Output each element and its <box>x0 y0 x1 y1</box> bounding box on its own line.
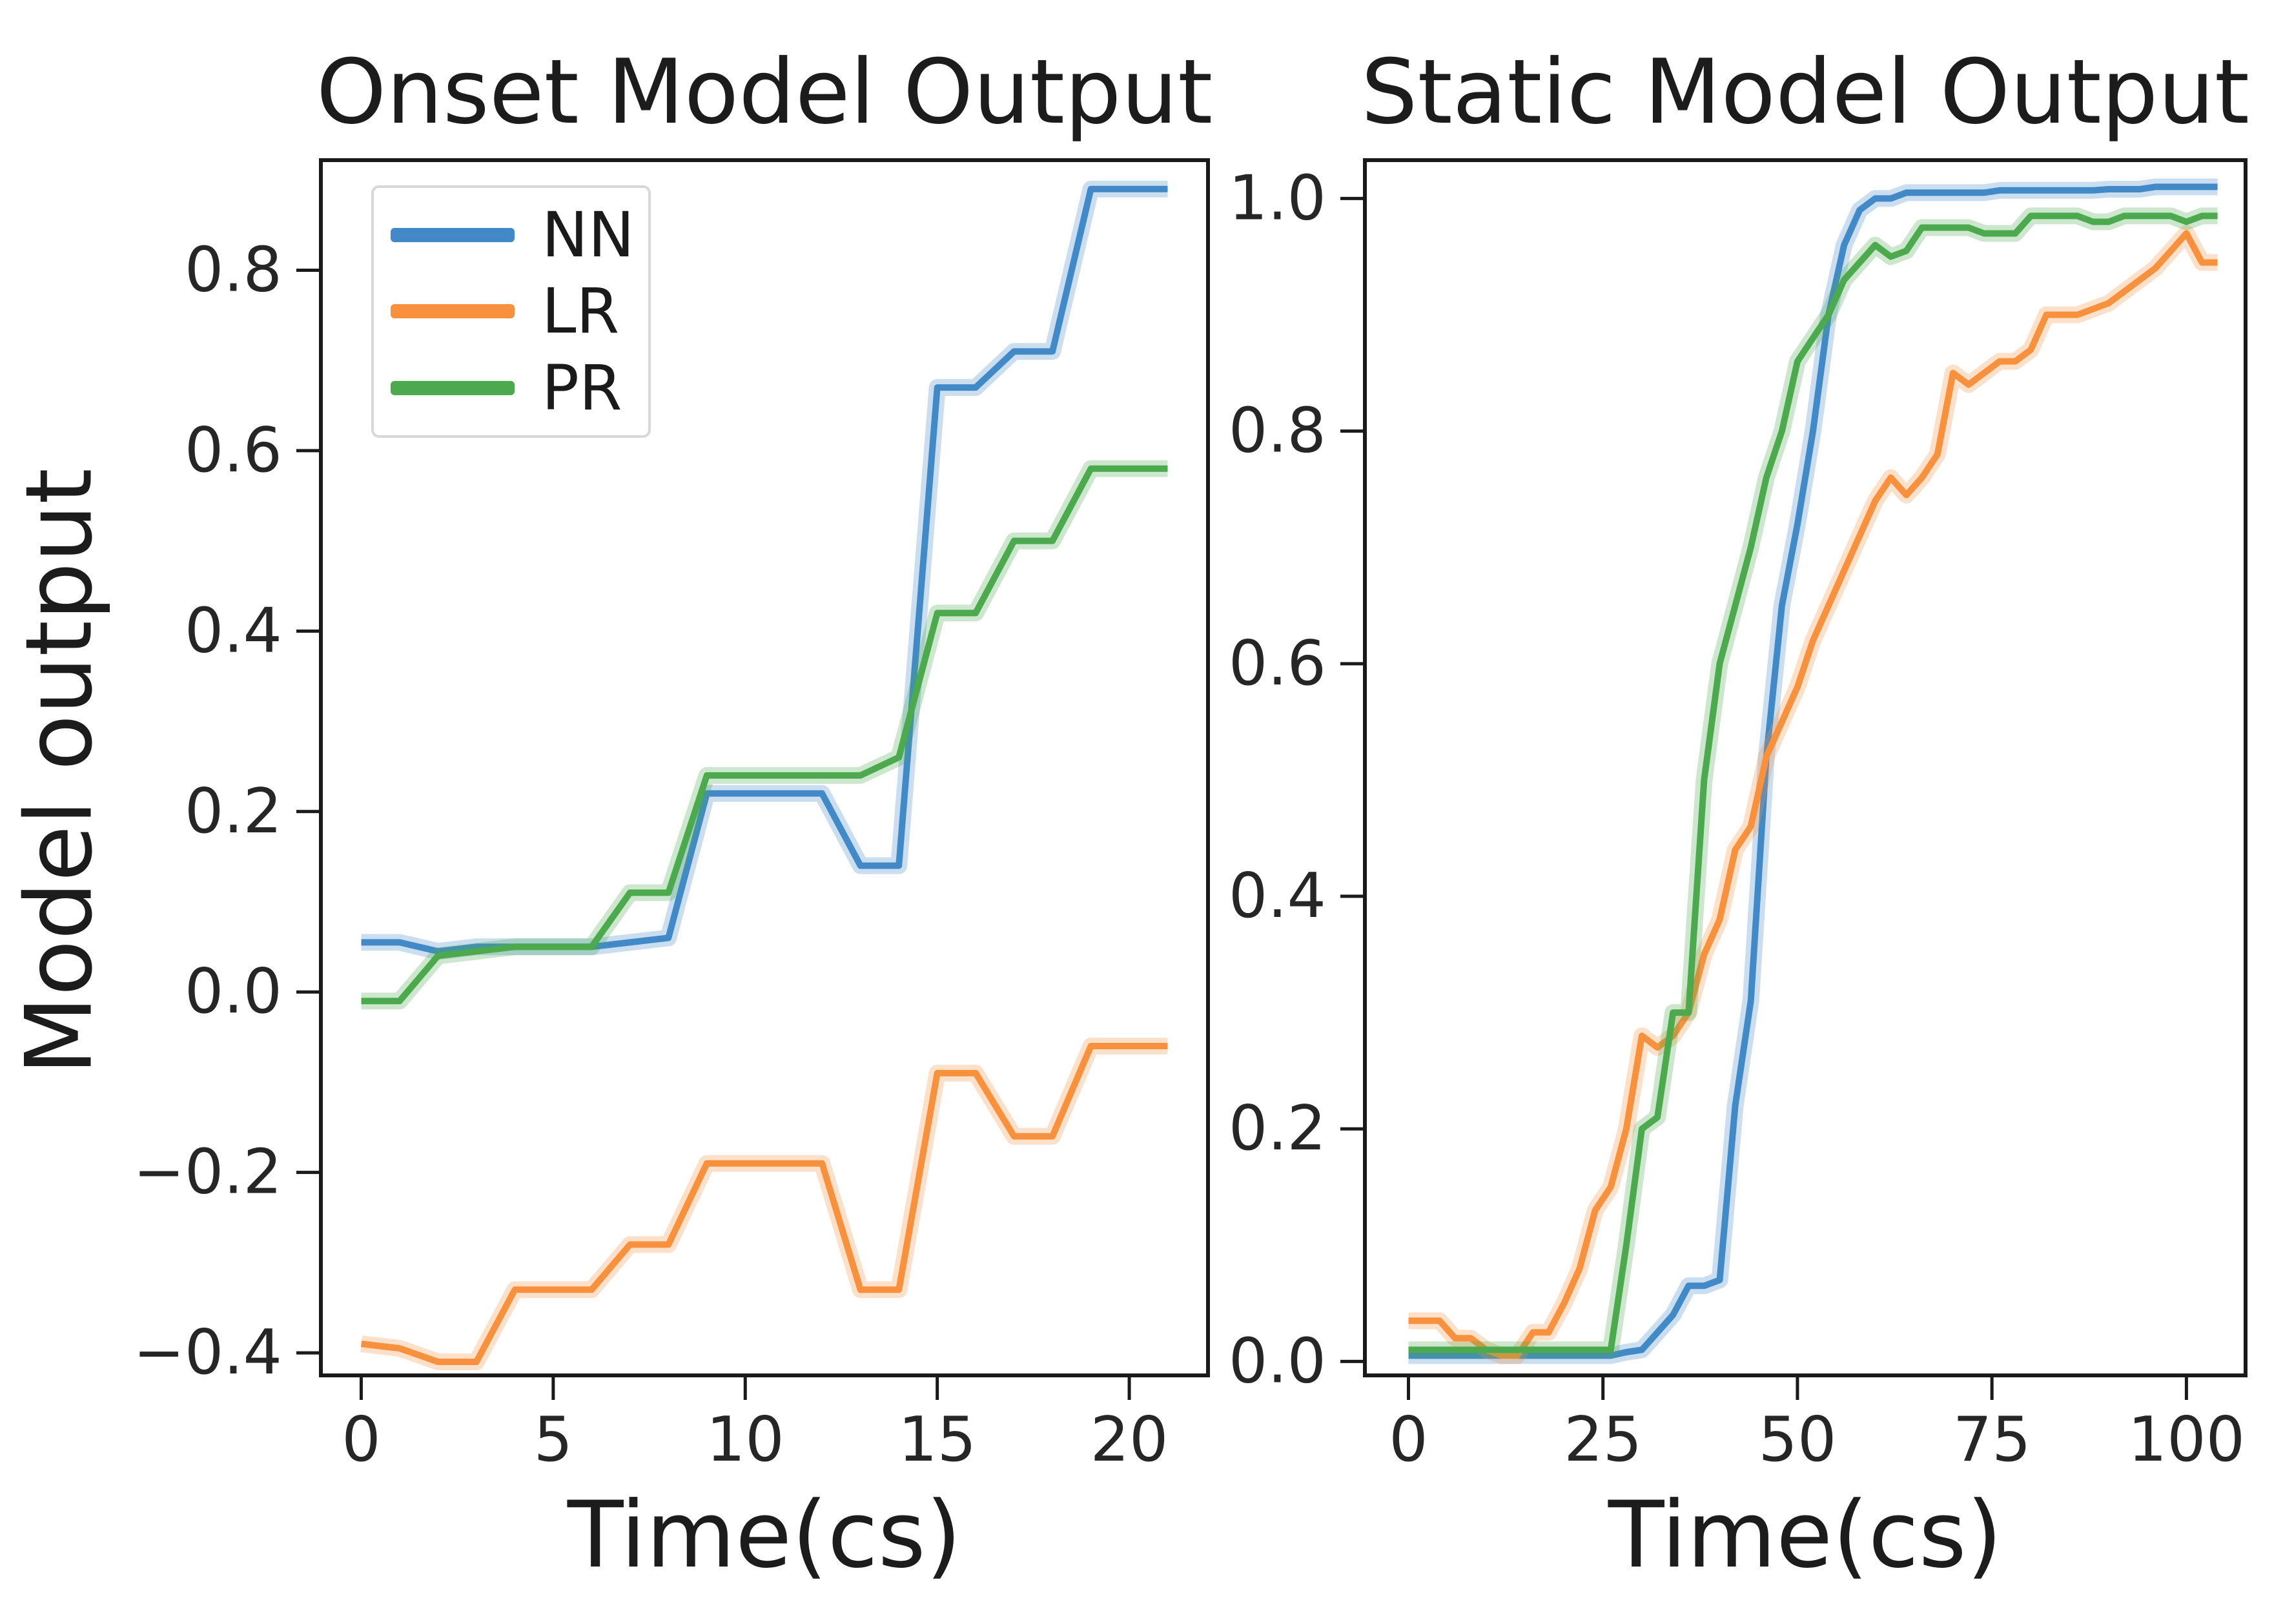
y-tick-label: 0.4 <box>185 595 282 666</box>
x-tick-label: 10 <box>706 1404 784 1475</box>
left-plot-xlabel: Time(cs) <box>567 1482 962 1588</box>
series-LR-line <box>360 1043 1168 1365</box>
left-plot-ylabel: Model output <box>6 468 113 1075</box>
left-plot-title: Onset Model Output <box>316 40 1213 144</box>
y-tick-label: 0.8 <box>1229 396 1326 467</box>
y-tick-label: 0.4 <box>1229 861 1326 932</box>
legend-item-pr: PR <box>391 357 648 419</box>
legend-line-swatch-pr <box>391 380 515 395</box>
y-tick-label: 0.0 <box>185 956 282 1027</box>
y-tick-label: 0.6 <box>185 415 282 486</box>
x-tick-label: 100 <box>2128 1404 2245 1475</box>
y-tick-label: −0.4 <box>133 1317 282 1388</box>
legend-line-swatch-lr <box>391 304 515 319</box>
x-tick-label: 75 <box>1953 1404 2031 1475</box>
right-plot-title: Static Model Output <box>1360 40 2250 144</box>
right-plot: 0 25 50 75 100 1.0 0.8 0.6 0.4 0.2 0.0 <box>1229 158 2247 1475</box>
legend-item-nn: NN <box>391 204 648 266</box>
x-tick-label: 50 <box>1759 1404 1837 1475</box>
y-tick-label: 0.8 <box>185 234 282 305</box>
x-tick-label: 5 <box>534 1404 573 1475</box>
legend: NN LR PR <box>371 185 651 438</box>
series-LR-line <box>1408 230 2218 1359</box>
x-tick-label: 15 <box>898 1404 976 1475</box>
y-tick-label: −0.2 <box>133 1137 282 1208</box>
y-tick-label: 0.2 <box>1229 1093 1326 1164</box>
x-tick-label: 0 <box>342 1404 380 1475</box>
left-plot: 0 5 10 15 20 0.8 0.6 0.4 0.2 0.0 −0.2 −0.4 <box>133 158 1210 1475</box>
y-tick-label: 0.6 <box>1229 628 1326 699</box>
y-tick-label: 0.0 <box>1229 1326 1326 1397</box>
series-PR-line <box>361 465 1168 1005</box>
right-plot-xlabel: Time(cs) <box>1608 1482 2003 1588</box>
series-PR-line <box>1408 212 2218 1353</box>
axes-spines <box>1363 158 2247 1377</box>
legend-label-lr: LR <box>542 275 620 348</box>
series-NN-line <box>1408 183 2218 1359</box>
series-LR-halo <box>360 1038 1168 1370</box>
series-NN-halo <box>1408 178 2218 1364</box>
x-tick-label: 25 <box>1564 1404 1642 1475</box>
y-tick-label: 1.0 <box>1229 163 1326 234</box>
legend-label-pr: PR <box>542 351 622 424</box>
x-tick-label: 0 <box>1389 1404 1428 1475</box>
axes-spines <box>319 158 1210 1377</box>
legend-item-lr: LR <box>391 280 648 342</box>
legend-line-swatch-nn <box>391 228 515 243</box>
series-PR-halo <box>361 460 1168 1010</box>
legend-label-nn: NN <box>542 199 635 272</box>
y-tick-label: 0.2 <box>185 776 282 847</box>
x-tick-label: 20 <box>1090 1404 1169 1475</box>
